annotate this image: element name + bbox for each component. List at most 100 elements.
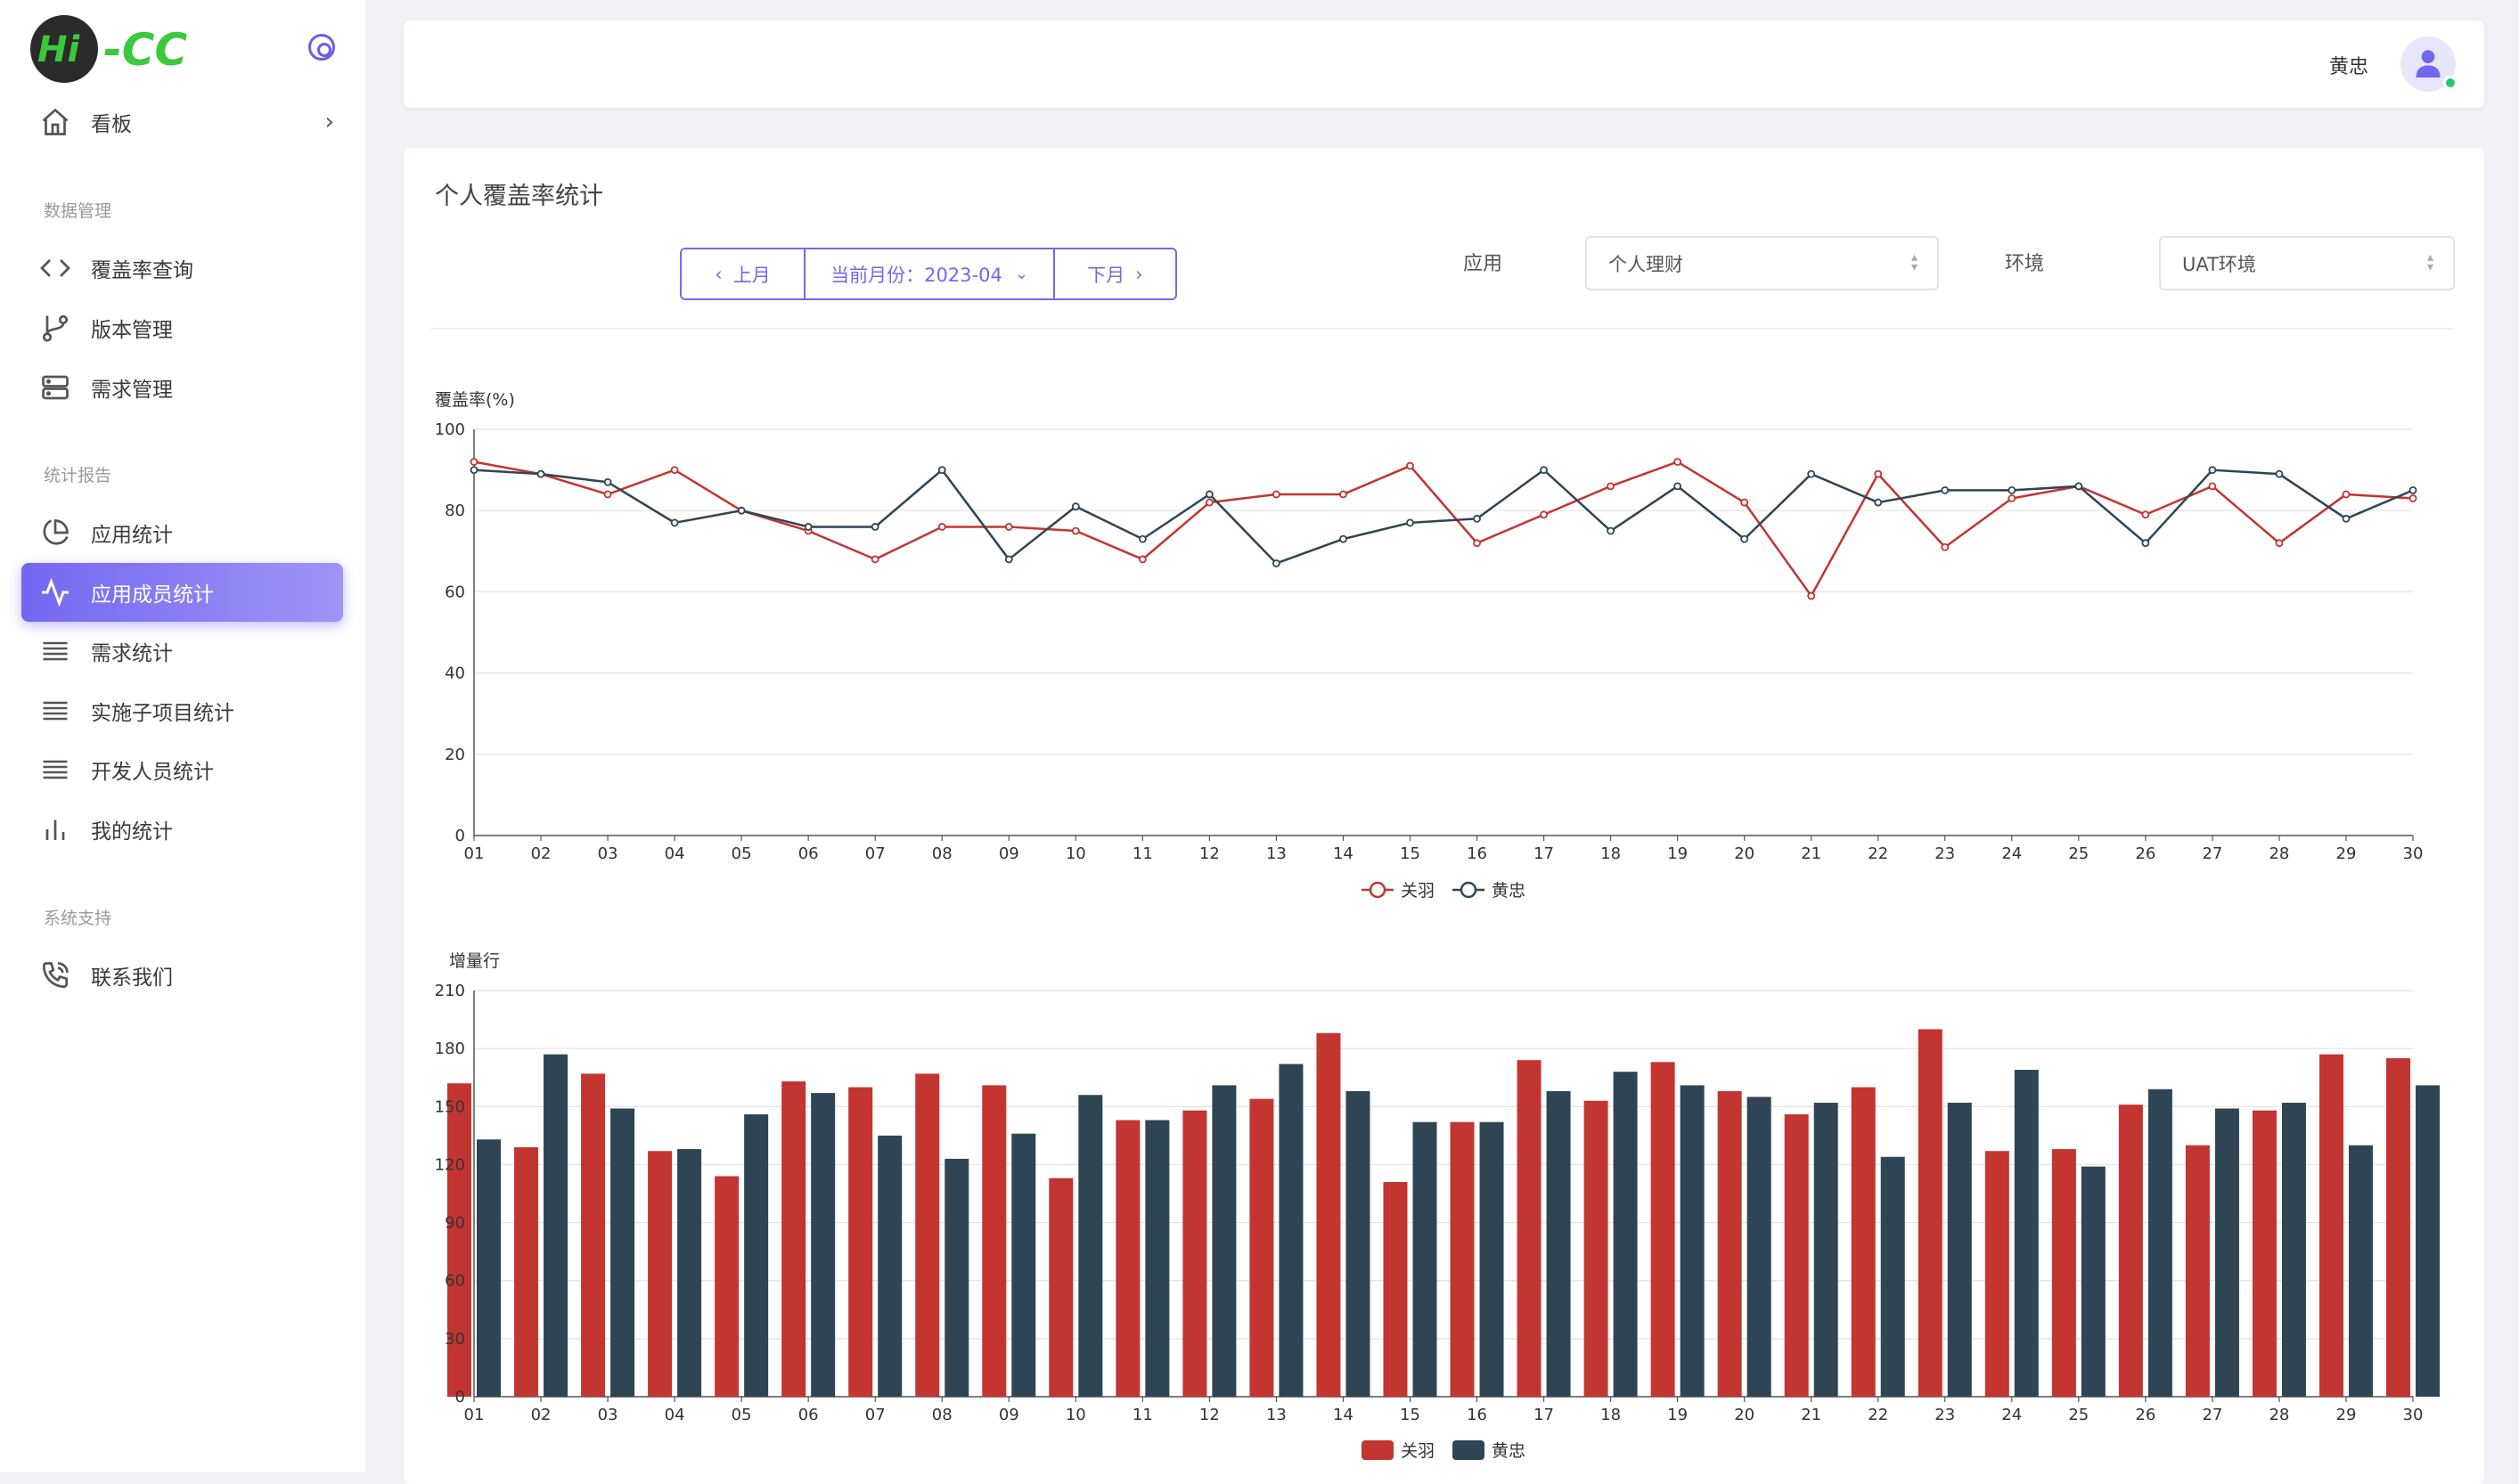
- x-tick-label: 12: [1199, 1406, 1220, 1424]
- data-point: [1205, 490, 1214, 499]
- bar-黄忠-05: [744, 1113, 769, 1397]
- sidebar-item-my-stats[interactable]: 我的统计: [21, 800, 343, 859]
- bar-黄忠-15: [1412, 1121, 1437, 1397]
- data-point: [603, 477, 612, 486]
- bar-黄忠-03: [610, 1108, 635, 1397]
- sidebar-item-dashboard[interactable]: 看板 ›: [21, 93, 343, 151]
- data-point: [1941, 485, 1950, 494]
- sidebar-item-label: 需求管理: [91, 379, 173, 402]
- sidebar-item-version[interactable]: 版本管理: [21, 298, 343, 357]
- x-tick-label: 24: [2001, 844, 2022, 863]
- x-tick-label: 21: [1801, 844, 1821, 863]
- next-month-button[interactable]: 下月 ›: [1053, 249, 1175, 298]
- y-tick-label: 210: [435, 982, 465, 1000]
- x-tick-label: 23: [1934, 844, 1955, 863]
- x-tick-label: 23: [1934, 1406, 1955, 1424]
- sidebar-item-member-stats[interactable]: 应用成员统计: [21, 563, 343, 622]
- sidebar-item-contact[interactable]: 联系我们: [21, 946, 343, 1005]
- code-icon: [39, 252, 71, 284]
- bar-关羽-15: [1383, 1181, 1408, 1397]
- data-point: [2074, 482, 2083, 491]
- data-point: [737, 506, 746, 515]
- bar-关羽-27: [2185, 1145, 2210, 1397]
- x-tick-label: 30: [2403, 844, 2424, 863]
- data-point: [1473, 539, 1481, 548]
- y-axis-label: 覆盖率(%): [435, 390, 515, 410]
- x-tick-label: 06: [798, 1406, 819, 1424]
- data-point: [470, 458, 478, 466]
- data-point: [603, 490, 612, 499]
- sidebar-item-requirements[interactable]: 需求管理: [21, 358, 343, 417]
- sidebar-item-app-stats[interactable]: 应用统计: [21, 503, 343, 562]
- bar-关羽-06: [781, 1081, 806, 1397]
- bar-关羽-25: [2051, 1149, 2076, 1397]
- x-tick-label: 26: [2135, 1406, 2155, 1424]
- data-point: [1406, 518, 1414, 527]
- user-name[interactable]: 黄忠: [2328, 56, 2368, 78]
- y-tick-label: 0: [455, 827, 465, 845]
- x-tick-label: 13: [1266, 1406, 1287, 1424]
- data-point: [1740, 534, 1749, 543]
- data-point: [2208, 482, 2217, 491]
- data-point: [1138, 555, 1147, 564]
- bar-关羽-09: [982, 1085, 1007, 1397]
- user-avatar[interactable]: [2400, 37, 2458, 92]
- y-tick-label: 80: [445, 501, 465, 520]
- y-tick-label: 40: [445, 665, 465, 683]
- bar-黄忠-12: [1212, 1085, 1237, 1397]
- sidebar-item-subproject-stats[interactable]: 实施子项目统计: [21, 681, 343, 740]
- bar-关羽-10: [1049, 1178, 1074, 1397]
- bar-关羽-18: [1583, 1100, 1608, 1397]
- list-icon: [39, 695, 71, 727]
- sidebar-item-requirement-stats[interactable]: 需求统计: [21, 622, 343, 681]
- sidebar-item-label: 应用成员统计: [91, 583, 214, 607]
- env-select[interactable]: UAT环境 ▴ ▾: [2159, 236, 2455, 290]
- section-title-support: 系统支持: [44, 909, 112, 928]
- prev-month-button[interactable]: ‹ 上月: [682, 249, 804, 298]
- y-tick-label: 100: [435, 420, 465, 439]
- series-line-黄忠: [473, 468, 2414, 565]
- data-point: [2141, 539, 2150, 548]
- x-tick-label: 27: [2202, 1406, 2222, 1424]
- month-selector: ‹ 上月 当前月份：2023-04 ⌄ 下月 ›: [680, 248, 1177, 300]
- x-tick-label: 17: [1533, 1406, 1554, 1424]
- bar-黄忠-21: [1813, 1102, 1838, 1397]
- data-point: [1138, 534, 1147, 543]
- y-tick-label: 30: [445, 1330, 465, 1349]
- data-point: [2342, 490, 2351, 499]
- bar-黄忠-13: [1279, 1064, 1304, 1397]
- x-tick-label: 27: [2202, 844, 2222, 863]
- sidebar-item-coverage-query[interactable]: 覆盖率查询: [21, 239, 343, 298]
- sidebar-item-label: 应用统计: [91, 524, 173, 547]
- sidebar-collapse-button[interactable]: [308, 34, 335, 61]
- coverage-line-chart: 覆盖率(%) 0 20 40 60 80 100 01 02 03 04 05 06 07 08 09 10…: [435, 390, 2424, 901]
- bar-关羽-29: [2319, 1054, 2343, 1397]
- logo[interactable]: Hi -CC: [30, 14, 217, 86]
- series-line-关羽: [473, 461, 2414, 599]
- bar-黄忠-01: [477, 1139, 501, 1397]
- data-point: [937, 466, 946, 474]
- data-point: [804, 523, 813, 531]
- x-tick-label: 29: [2336, 1406, 2357, 1424]
- next-month-label: 下月: [1087, 264, 1125, 286]
- select-arrows-icon: ▴ ▾: [2426, 250, 2433, 274]
- bar-关羽-17: [1517, 1060, 1542, 1397]
- bar-黄忠-07: [878, 1135, 903, 1397]
- current-month-dropdown[interactable]: 当前月份：2023-04 ⌄: [804, 249, 1053, 298]
- data-point: [1339, 490, 1347, 499]
- x-tick-label: 02: [531, 1406, 552, 1424]
- bar-关羽-16: [1450, 1121, 1475, 1397]
- y-axis-label: 增量行: [449, 951, 500, 971]
- x-tick-label: 22: [1868, 1406, 1888, 1424]
- sidebar-item-developer-stats[interactable]: 开发人员统计: [21, 740, 343, 799]
- y-tick-label: 20: [445, 746, 465, 764]
- bar-关羽-11: [1116, 1120, 1141, 1397]
- bar-黄忠-27: [2214, 1108, 2239, 1397]
- x-tick-label: 07: [865, 844, 886, 863]
- x-tick-label: 20: [1734, 1406, 1754, 1424]
- bar-黄忠-08: [945, 1158, 969, 1397]
- bar-关羽-13: [1249, 1098, 1274, 1397]
- app-select[interactable]: 个人理财 ▴ ▾: [1585, 236, 1939, 290]
- x-tick-label: 15: [1400, 844, 1420, 863]
- x-tick-label: 05: [732, 1406, 752, 1424]
